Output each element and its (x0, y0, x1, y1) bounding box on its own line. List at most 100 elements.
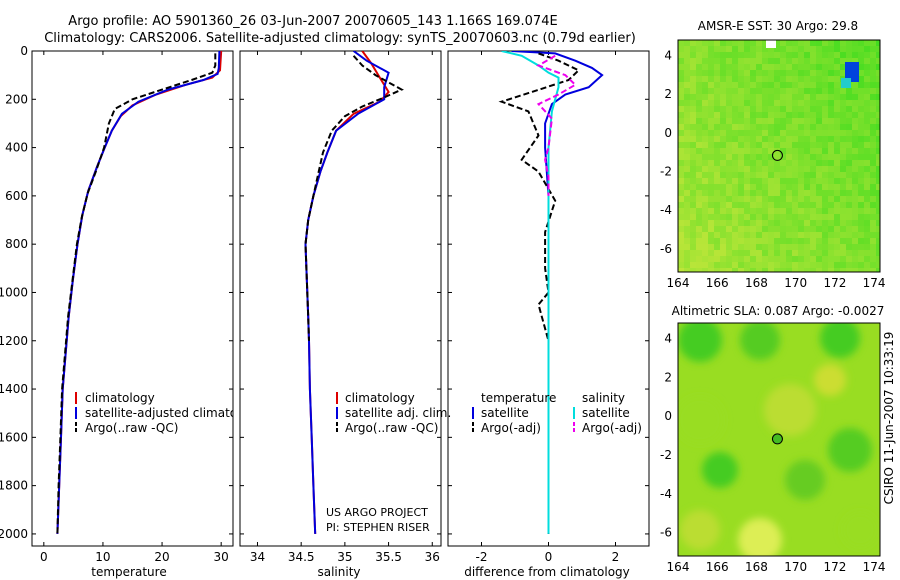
sst-cell (822, 58, 828, 64)
sst-cell (750, 136, 756, 142)
sst-cell (684, 268, 690, 272)
sst-cell (678, 124, 684, 130)
sst-cell (738, 256, 744, 262)
sst-cell (738, 148, 744, 154)
sst-cell (690, 172, 696, 178)
sst-cell (876, 64, 880, 70)
sst-cell (822, 148, 828, 154)
sst-cell (702, 184, 708, 190)
sst-cell (870, 94, 876, 100)
sst-cell (870, 70, 876, 76)
sst-cell (852, 160, 858, 166)
sst-cell (852, 142, 858, 148)
sst-cell (678, 46, 684, 52)
sst-cell (816, 226, 822, 232)
sst-cell (684, 76, 690, 82)
sst-cell (780, 160, 786, 166)
sla-blob-8 (738, 518, 782, 556)
map-x-tick-label-sst-4: 172 (823, 276, 846, 290)
series-temperature-satellite-adjusted-climatology (56, 51, 221, 534)
sst-cell (702, 160, 708, 166)
sst-cell (762, 214, 768, 220)
sst-cell (768, 118, 774, 124)
sst-cell (762, 238, 768, 244)
sst-cell (798, 130, 804, 136)
sst-cell (804, 142, 810, 148)
sst-cell (870, 154, 876, 160)
sst-cell (684, 226, 690, 232)
sst-cell (714, 166, 720, 172)
sst-cell (792, 106, 798, 112)
sst-cell (762, 94, 768, 100)
sst-cell (726, 88, 732, 94)
sst-cell (840, 196, 846, 202)
sst-cell (816, 52, 822, 58)
sst-cell (714, 202, 720, 208)
sst-cell (720, 208, 726, 214)
sst-cell (864, 40, 870, 46)
x-tick-label-salinity-1: 34.5 (288, 550, 315, 564)
sst-cell (690, 190, 696, 196)
sst-cell (738, 106, 744, 112)
sst-cell (840, 94, 846, 100)
sst-cell (714, 46, 720, 52)
sst-cell (786, 100, 792, 106)
sst-cell (738, 100, 744, 106)
sst-cell (684, 118, 690, 124)
sst-cell (744, 64, 750, 70)
sst-cell (720, 214, 726, 220)
sst-cell (804, 88, 810, 94)
sst-cell (864, 262, 870, 268)
sst-cell (702, 238, 708, 244)
sst-cell (774, 184, 780, 190)
sst-cell (726, 58, 732, 64)
sst-cell (876, 136, 880, 142)
sst-cell (762, 202, 768, 208)
sst-cell (690, 262, 696, 268)
legend-header-temperature: temperature (481, 391, 556, 405)
sst-cell (840, 46, 846, 52)
sst-cell (708, 106, 714, 112)
sst-cell (720, 154, 726, 160)
sst-cell (780, 172, 786, 178)
sst-cell (840, 268, 846, 272)
sst-cell (828, 76, 834, 82)
sst-cell (714, 58, 720, 64)
sst-cell (684, 64, 690, 70)
sst-cell (858, 232, 864, 238)
sst-cell (696, 118, 702, 124)
sst-cell (828, 256, 834, 262)
sst-cell (804, 166, 810, 172)
sst-cell (804, 46, 810, 52)
sst-cell (768, 46, 774, 52)
sst-cell (768, 100, 774, 106)
sst-cell (870, 136, 876, 142)
sst-cell (846, 208, 852, 214)
sst-cell (852, 58, 858, 64)
sst-cell (684, 244, 690, 250)
sst-cell (732, 232, 738, 238)
sst-cell (804, 208, 810, 214)
sst-cell (732, 262, 738, 268)
sst-cell (852, 262, 858, 268)
sst-cell (834, 118, 840, 124)
sst-cell (744, 130, 750, 136)
sst-cell (714, 124, 720, 130)
sst-cell (708, 166, 714, 172)
sst-cell (774, 106, 780, 112)
sst-cell (846, 178, 852, 184)
sst-cell (834, 178, 840, 184)
sst-cell (732, 100, 738, 106)
sst-cell (732, 76, 738, 82)
sst-cell (726, 220, 732, 226)
sst-cell (774, 214, 780, 220)
sst-cell (822, 178, 828, 184)
sst-cell (744, 208, 750, 214)
sst-cell (768, 142, 774, 148)
sst-cell (708, 52, 714, 58)
sst-cell (768, 202, 774, 208)
sst-cell (840, 148, 846, 154)
sst-cell (858, 106, 864, 112)
sst-cell (684, 82, 690, 88)
